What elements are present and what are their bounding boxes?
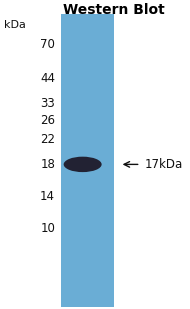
Text: Western Blot: Western Blot	[63, 3, 165, 17]
Text: 18: 18	[40, 158, 55, 171]
Ellipse shape	[64, 157, 102, 172]
Text: 26: 26	[40, 114, 55, 127]
Text: 70: 70	[40, 38, 55, 51]
Text: 33: 33	[40, 97, 55, 110]
Text: 22: 22	[40, 133, 55, 146]
Text: 44: 44	[40, 72, 55, 85]
Text: 10: 10	[40, 222, 55, 235]
Text: kDa: kDa	[4, 20, 26, 30]
Bar	[61, 14, 114, 307]
Text: 17kDa: 17kDa	[144, 158, 183, 171]
Text: 14: 14	[40, 190, 55, 203]
